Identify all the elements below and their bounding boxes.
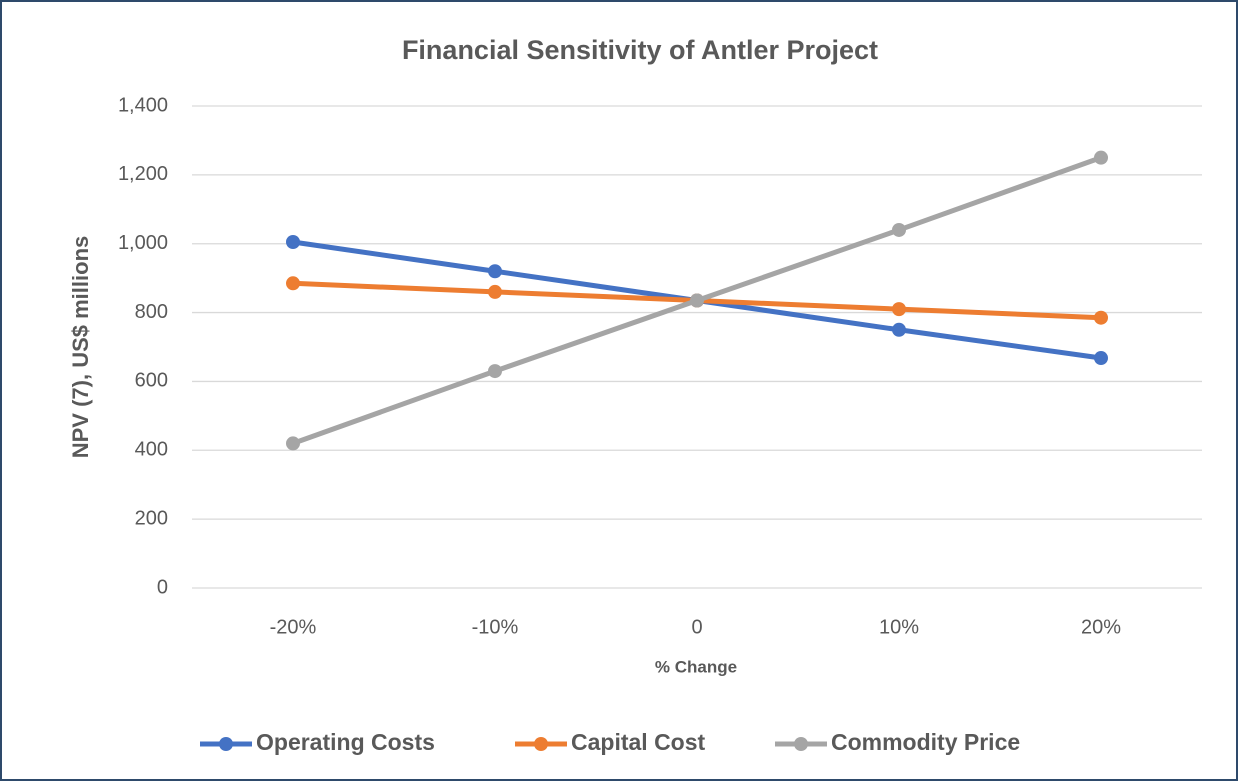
legend-item: Operating Costs: [200, 729, 435, 755]
x-axis-title: % Change: [655, 657, 737, 676]
chart-title: Financial Sensitivity of Antler Project: [402, 35, 878, 65]
y-axis-title: NPV (7), US$ millions: [68, 236, 93, 459]
x-tick-label: 0: [691, 616, 702, 638]
x-tick-label: -20%: [270, 616, 317, 638]
data-point: [892, 322, 906, 337]
x-tick-label: 10%: [879, 616, 919, 638]
x-tick-label: -10%: [472, 616, 519, 638]
data-point: [1094, 150, 1108, 165]
legend-marker: [794, 737, 808, 751]
legend-label: Commodity Price: [831, 729, 1020, 755]
legend-marker: [219, 737, 233, 751]
legend-marker: [534, 737, 548, 751]
data-point: [286, 234, 300, 249]
y-tick-label: 600: [135, 370, 168, 392]
y-tick-label: 1,200: [118, 163, 168, 185]
y-tick-label: 400: [135, 439, 168, 461]
data-point: [1094, 310, 1108, 325]
y-tick-label: 800: [135, 301, 168, 323]
data-point: [1094, 351, 1108, 366]
data-point: [286, 436, 300, 451]
data-point: [488, 264, 502, 279]
y-tick-label: 0: [157, 576, 168, 598]
legend-item: Commodity Price: [775, 729, 1020, 755]
legend-label: Operating Costs: [256, 729, 435, 755]
data-point: [286, 276, 300, 291]
x-tick-label: 20%: [1081, 616, 1121, 638]
data-point: [892, 302, 906, 317]
legend-item: Capital Cost: [515, 729, 706, 755]
data-point: [488, 364, 502, 379]
data-point: [488, 284, 502, 299]
legend-label: Capital Cost: [571, 729, 706, 755]
data-point: [892, 222, 906, 237]
y-tick-label: 1,000: [118, 232, 168, 254]
data-point: [690, 293, 704, 308]
y-tick-label: 1,400: [118, 94, 168, 116]
y-tick-label: 200: [135, 507, 168, 529]
